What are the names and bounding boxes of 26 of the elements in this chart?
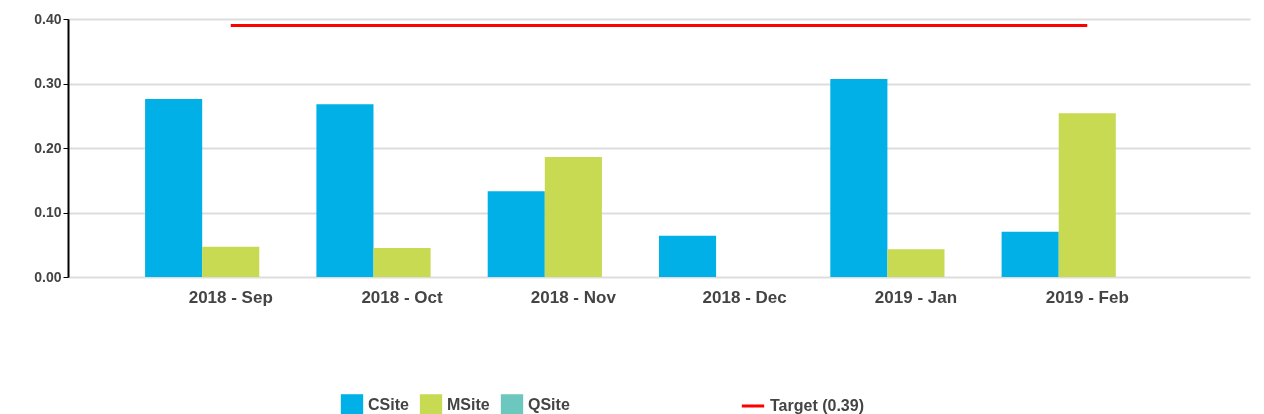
bar [544, 157, 602, 277]
x-tick-label: 2018 - Dec [702, 287, 787, 307]
y-tick-label: 0.30 [34, 75, 62, 91]
y-tick-label: 0.00 [34, 268, 62, 285]
y-tick-label: 0.20 [34, 139, 62, 156]
bar [1001, 231, 1059, 277]
bar [887, 249, 945, 277]
x-tick-label: 2018 - Sep [188, 287, 273, 307]
y-tick-label: 0.40 [34, 10, 62, 27]
legend-label: CSite [368, 396, 409, 414]
x-tick-label: 2018 - Nov [530, 287, 617, 307]
x-tick-label: 2018 - Oct [361, 287, 444, 307]
bar [202, 246, 260, 277]
y-tick-label: 0.10 [34, 204, 62, 220]
x-tick-label: 2019 - Jan [874, 287, 958, 307]
legend-label: Target (0.39) [770, 397, 864, 414]
x-tick-label: 2019 - Feb [1045, 287, 1129, 307]
bar [659, 235, 717, 277]
bar [316, 104, 374, 277]
legend-label: MSite [447, 396, 490, 414]
bar [1058, 113, 1116, 277]
bar [145, 98, 203, 277]
bar [373, 247, 431, 277]
legend-label: QSite [528, 396, 570, 414]
bar [830, 78, 888, 277]
bar [487, 191, 545, 277]
